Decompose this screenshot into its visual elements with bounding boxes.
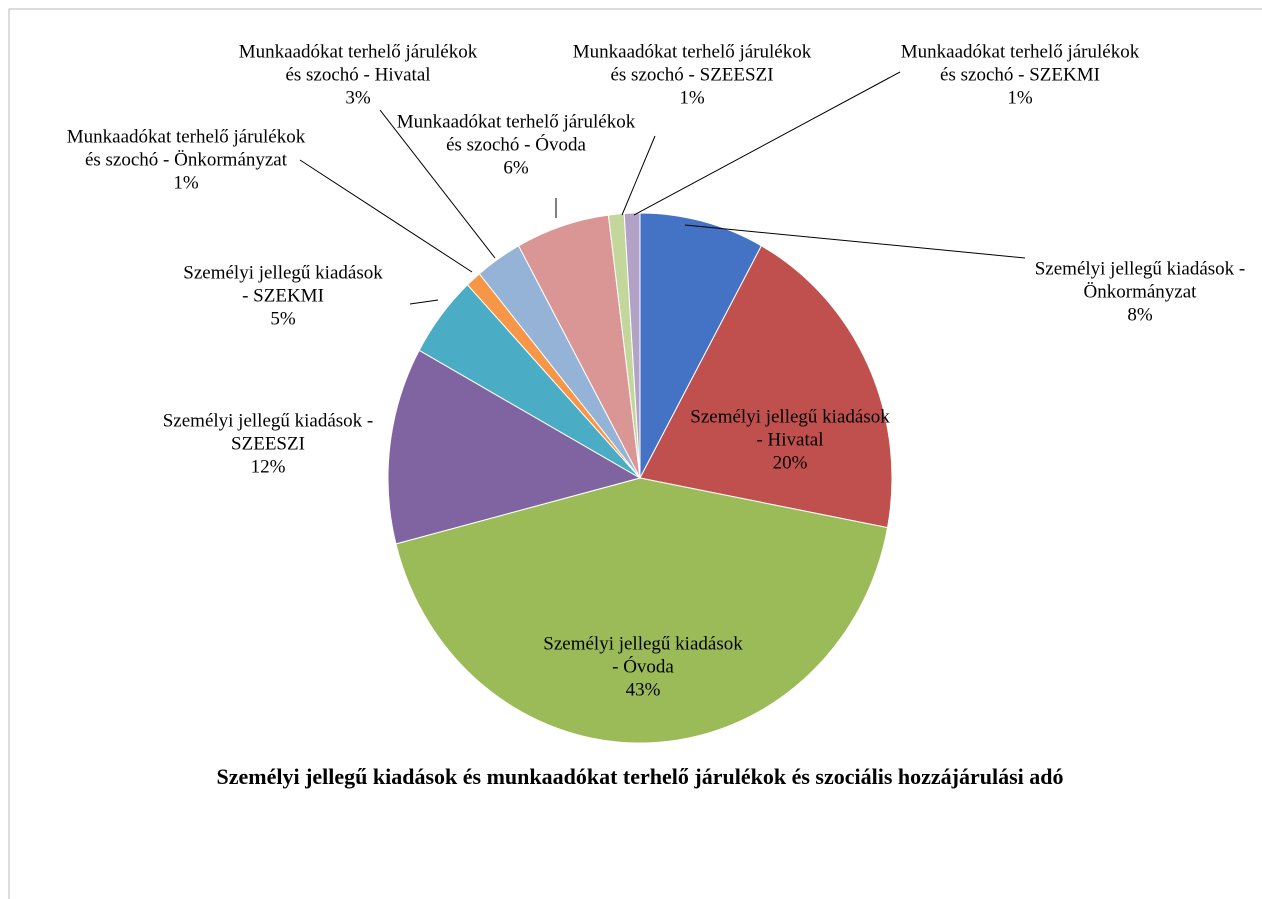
value-label: 8% xyxy=(1127,304,1153,326)
chart-border xyxy=(8,8,1262,899)
data-label: Munkaadókat terhelő járulékok és szochó … xyxy=(396,111,636,180)
category-label: Személyi jellegű kiadások - Önkormányzat xyxy=(1034,258,1246,303)
category-label: Munkaadókat terhelő járulékok és szochó … xyxy=(900,41,1140,86)
category-label: Munkaadókat terhelő járulékok és szochó … xyxy=(572,41,812,86)
category-label: Személyi jellegű kiadások - Óvoda xyxy=(543,633,743,678)
data-label: Munkaadókat terhelő járulékok és szochó … xyxy=(66,126,306,195)
chart-title: Személyi jellegű kiadások és munkaadókat… xyxy=(216,764,1064,789)
pie-slice xyxy=(639,245,893,529)
category-label: Munkaadókat terhelő járulékok és szochó … xyxy=(396,111,636,156)
data-label: Személyi jellegű kiadások - Hivatal 20% xyxy=(685,406,895,475)
leader-line xyxy=(299,159,473,273)
data-label: Személyi jellegű kiadások - Óvoda 43% xyxy=(538,633,748,702)
pie-slice xyxy=(639,212,763,479)
leader-line xyxy=(379,109,496,259)
pie-slice xyxy=(395,477,889,744)
category-label: Munkaadókat terhelő járulékok és szochó … xyxy=(66,126,306,171)
value-label: 3% xyxy=(345,87,371,109)
data-label: Személyi jellegű kiadások - Önkormányzat… xyxy=(1020,258,1260,327)
pie-slice xyxy=(623,212,641,479)
data-label: Munkaadókat terhelő járulékok és szochó … xyxy=(572,41,812,110)
value-label: 1% xyxy=(1007,87,1033,109)
value-label: 6% xyxy=(503,157,529,179)
leader-line xyxy=(633,71,901,216)
category-label: Személyi jellegű kiadások - SZEKMI xyxy=(183,262,383,307)
category-label: Személyi jellegű kiadások - SZEESZI xyxy=(162,410,374,455)
value-label: 1% xyxy=(679,87,705,109)
pie-slice xyxy=(387,349,642,545)
leader-line xyxy=(684,224,1026,259)
leader-line xyxy=(621,135,656,216)
data-label: Munkaadókat terhelő járulékok és szochó … xyxy=(238,41,478,110)
value-label: 5% xyxy=(270,308,296,330)
data-label: Munkaadókat terhelő járulékok és szochó … xyxy=(900,41,1140,110)
value-label: 43% xyxy=(625,679,661,701)
value-label: 1% xyxy=(173,172,199,194)
value-label: 12% xyxy=(250,456,286,478)
data-label: Személyi jellegű kiadások - SZEESZI 12% xyxy=(153,410,383,479)
value-label: 20% xyxy=(772,452,808,474)
category-label: Személyi jellegű kiadások - Hivatal xyxy=(690,406,890,451)
data-label: Személyi jellegű kiadások - SZEKMI 5% xyxy=(183,262,383,331)
leader-line xyxy=(409,299,439,305)
category-label: Munkaadókat terhelő járulékok és szochó … xyxy=(238,41,478,86)
